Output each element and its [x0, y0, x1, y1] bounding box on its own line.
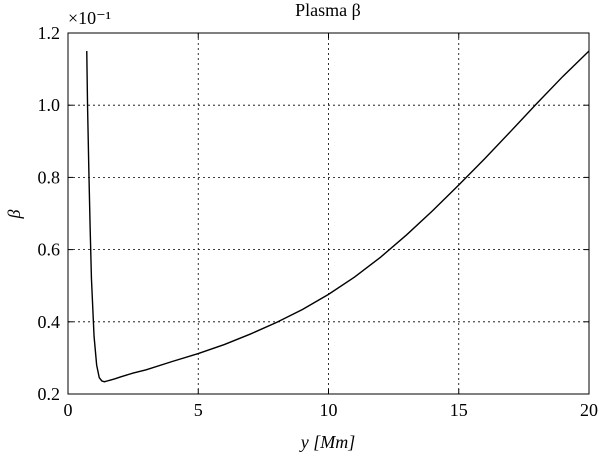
x-tick-label: 5: [194, 400, 203, 420]
chart-title: Plasma β: [295, 0, 361, 20]
x-tick-label: 20: [580, 400, 598, 420]
x-axis-label: y [Mm]: [299, 432, 356, 452]
y-tick-label: 0.2: [38, 384, 61, 404]
y-tick-label: 0.6: [38, 240, 61, 260]
grid: [68, 33, 589, 394]
axis-ticks: [67, 32, 590, 395]
y-tick-label: 0.4: [38, 312, 61, 332]
y-multiplier: ×10⁻¹: [68, 8, 111, 28]
y-tick-label: 1.0: [38, 95, 61, 115]
x-tick-label: 10: [320, 400, 338, 420]
x-tick-label: 0: [64, 400, 73, 420]
y-tick-label: 1.2: [38, 23, 61, 43]
x-tick-label: 15: [450, 400, 468, 420]
series-line: [86, 50, 590, 383]
y-axis-label: β: [4, 209, 24, 219]
tick-labels: 0 5 10 15 20 0.2 0.4 0.6 0.8 1.0 1.2: [38, 23, 599, 420]
y-tick-label: 0.8: [38, 167, 61, 187]
